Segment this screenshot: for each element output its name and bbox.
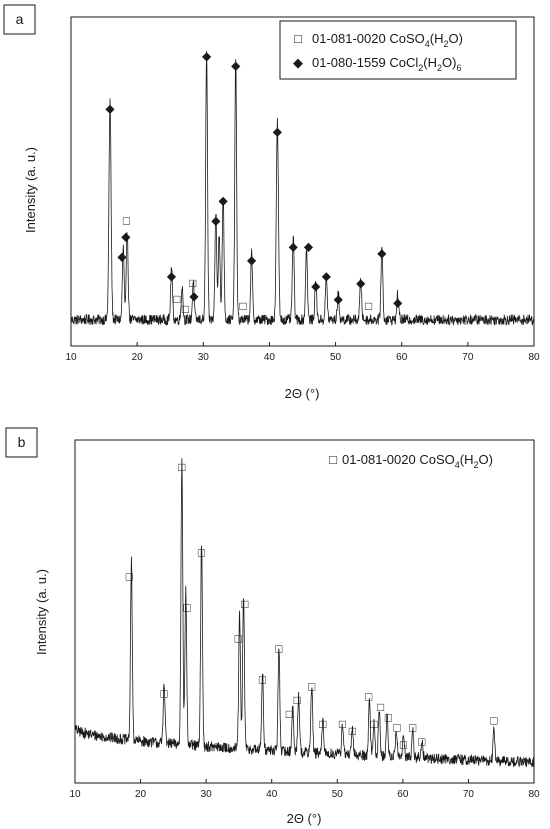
x-tick-label: 10 bbox=[69, 789, 81, 800]
coso4-peak-marker: □ bbox=[189, 276, 196, 290]
panel-b-legend-label-1: 01-081-0020 CoSO4(H2O) bbox=[342, 452, 493, 470]
coso4-peak-marker: □ bbox=[173, 292, 180, 306]
coso4-peak-marker: □ bbox=[308, 679, 315, 693]
coso4-peak-marker: □ bbox=[182, 302, 189, 316]
x-tick-label: 50 bbox=[330, 352, 342, 363]
panel-b: b 10 20 30 40 50 60 70 80 □□□□□□□□□□□□□ □ □□□□□□□… bbox=[5, 427, 540, 826]
panel-a-xrd-trace bbox=[70, 50, 535, 326]
coso4-peak-marker: □ bbox=[178, 460, 185, 474]
coso4-peak-marker: □ bbox=[365, 690, 372, 704]
cocl2-peak-marker: ◆ bbox=[121, 230, 131, 244]
coso4-peak-marker: □ bbox=[286, 707, 293, 721]
coso4-peak-marker: □ bbox=[294, 693, 301, 707]
panel-a-legend-entry-2: ◆ 01-080-1559 CoCl2(H2O)6 bbox=[293, 55, 461, 73]
panel-b-letter-box bbox=[5, 427, 38, 458]
panel-b-legend-marker-1: □ bbox=[329, 452, 337, 467]
cocl2-peak-marker: ◆ bbox=[231, 59, 241, 73]
panel-b-legend: □ 01-081-0020 CoSO4(H2O) bbox=[329, 452, 493, 470]
x-tick-label: 60 bbox=[396, 352, 408, 363]
x-tick-label: 40 bbox=[264, 352, 276, 363]
panel-b-legend-entry-1: □ 01-081-0020 CoSO4(H2O) bbox=[329, 452, 493, 470]
panel-a-letter-box bbox=[3, 4, 36, 35]
panel-a-ticks: 10 20 30 40 50 60 70 80 bbox=[65, 342, 540, 363]
coso4-peak-marker: □ bbox=[319, 717, 326, 731]
coso4-peak-marker: □ bbox=[241, 597, 248, 611]
coso4-peak-marker: □ bbox=[184, 601, 191, 615]
panel-a: a 10 20 30 40 50 60 70 80 ◆◆◆□◆□□□◆◆◆◆◆□◆◆◆ ◆◆◆◆… bbox=[3, 4, 540, 401]
panel-b-ticks: 10 20 30 40 50 60 70 80 bbox=[69, 779, 540, 800]
panel-a-letter: a bbox=[16, 11, 24, 27]
cocl2-peak-marker: ◆ bbox=[304, 240, 314, 254]
coso4-peak-marker: □ bbox=[126, 570, 133, 584]
panel-b-peak-markers: □□□□□□□□□□□□□ □ □□□□□□□□□□ bbox=[126, 460, 498, 752]
x-tick-label: 30 bbox=[201, 789, 213, 800]
cocl2-peak-marker: ◆ bbox=[202, 49, 212, 63]
panel-b-xrd-trace bbox=[74, 458, 535, 768]
coso4-peak-marker: □ bbox=[339, 717, 346, 731]
x-tick-label: 10 bbox=[65, 352, 77, 363]
cocl2-peak-marker: ◆ bbox=[273, 124, 283, 138]
panel-b-letter: b bbox=[18, 434, 26, 450]
panel-a-legend-label-1: 01-081-0020 CoSO4(H2O) bbox=[312, 31, 463, 49]
coso4-peak-marker: □ bbox=[393, 721, 400, 735]
coso4-peak-marker: □ bbox=[409, 721, 416, 735]
x-tick-label: 70 bbox=[462, 352, 474, 363]
coso4-peak-marker: □ bbox=[349, 724, 356, 738]
coso4-peak-marker: □ bbox=[365, 299, 372, 313]
cocl2-peak-marker: ◆ bbox=[377, 246, 387, 260]
cocl2-peak-marker: ◆ bbox=[219, 194, 229, 208]
x-tick-label: 30 bbox=[198, 352, 210, 363]
panel-a-legend-marker-1: □ bbox=[294, 31, 302, 46]
coso4-peak-marker: □ bbox=[161, 686, 168, 700]
x-tick-label: 60 bbox=[397, 789, 409, 800]
coso4-peak-marker: □ bbox=[239, 299, 246, 313]
coso4-peak-marker: □ bbox=[385, 710, 392, 724]
cocl2-peak-marker: ◆ bbox=[189, 289, 199, 303]
coso4-peak-marker: □ bbox=[418, 734, 425, 748]
panel-b-x-axis-label: 2Θ (°) bbox=[287, 811, 322, 826]
cocl2-peak-marker: ◆ bbox=[393, 296, 403, 310]
coso4-peak-marker: □ bbox=[400, 738, 407, 752]
panel-b-plot-frame bbox=[74, 439, 535, 784]
panel-a-legend-entry-1: □ 01-081-0020 CoSO4(H2O) bbox=[294, 31, 463, 49]
cocl2-peak-marker: ◆ bbox=[311, 279, 321, 293]
panel-a-legend-marker-2: ◆ bbox=[293, 55, 303, 70]
cocl2-peak-marker: ◆ bbox=[289, 240, 299, 254]
panel-a-peak-markers: ◆◆◆□◆□□□◆◆◆◆◆□◆◆◆ ◆◆◆◆◆□◆◆ bbox=[105, 49, 403, 316]
panel-b-y-axis-label: Intensity (a. u.) bbox=[34, 569, 49, 655]
coso4-peak-marker: □ bbox=[123, 213, 130, 227]
x-tick-label: 80 bbox=[528, 352, 540, 363]
x-tick-label: 70 bbox=[463, 789, 475, 800]
panel-a-plot-frame bbox=[70, 16, 535, 347]
panel-a-legend-box bbox=[279, 20, 517, 80]
coso4-peak-marker: □ bbox=[259, 673, 266, 687]
panel-a-legend: □ 01-081-0020 CoSO4(H2O) ◆ 01-080-1559 C… bbox=[279, 20, 517, 80]
cocl2-peak-marker: ◆ bbox=[247, 253, 257, 267]
x-tick-label: 40 bbox=[266, 789, 278, 800]
coso4-peak-marker: □ bbox=[235, 631, 242, 645]
coso4-peak-marker: □ bbox=[490, 714, 497, 728]
cocl2-peak-marker: ◆ bbox=[356, 276, 366, 290]
coso4-peak-marker: □ bbox=[370, 717, 377, 731]
cocl2-peak-marker: ◆ bbox=[211, 213, 221, 227]
panel-a-legend-label-2: 01-080-1559 CoCl2(H2O)6 bbox=[312, 55, 461, 73]
coso4-peak-marker: □ bbox=[377, 700, 384, 714]
cocl2-peak-marker: ◆ bbox=[322, 269, 332, 283]
cocl2-peak-marker: ◆ bbox=[167, 269, 177, 283]
x-tick-label: 80 bbox=[528, 789, 540, 800]
x-tick-label: 20 bbox=[135, 789, 147, 800]
panel-a-y-axis-label: Intensity (a. u.) bbox=[23, 147, 38, 233]
x-tick-label: 50 bbox=[332, 789, 344, 800]
cocl2-peak-marker: ◆ bbox=[105, 101, 115, 115]
coso4-peak-marker: □ bbox=[198, 546, 205, 560]
cocl2-peak-marker: ◆ bbox=[334, 292, 344, 306]
coso4-peak-marker: □ bbox=[275, 642, 282, 656]
cocl2-peak-marker: ◆ bbox=[117, 249, 127, 263]
x-tick-label: 20 bbox=[132, 352, 144, 363]
panel-a-x-axis-label: 2Θ (°) bbox=[285, 386, 320, 401]
